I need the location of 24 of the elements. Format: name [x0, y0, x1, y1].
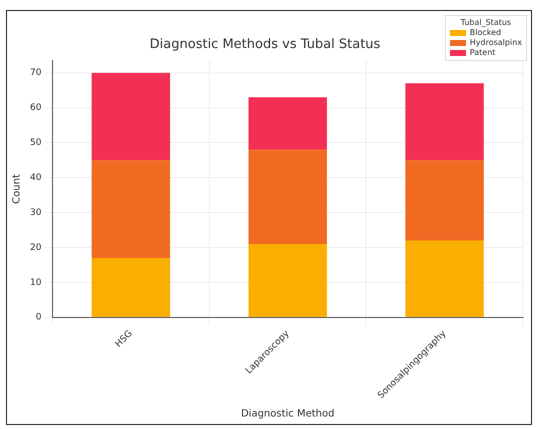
bar — [405, 160, 484, 240]
y-tick-label: 70 — [30, 68, 42, 78]
legend-title: Tubal_Status — [460, 18, 512, 27]
y-tick-label: 40 — [30, 172, 42, 183]
y-tick-label: 30 — [30, 208, 42, 218]
y-tick-label: 0 — [36, 312, 42, 323]
y-tick-label: 50 — [30, 138, 42, 148]
y-tick-label: 20 — [30, 242, 42, 253]
legend-label: Patent — [470, 48, 496, 57]
bar — [248, 150, 327, 244]
y-tick-label: 10 — [30, 278, 42, 288]
bar — [92, 258, 170, 317]
bar — [405, 240, 484, 317]
bar — [405, 83, 484, 160]
bar — [248, 244, 327, 317]
y-axis-title: Count — [12, 174, 23, 204]
legend-label: Blocked — [470, 28, 502, 37]
bar — [248, 97, 327, 150]
chart-title: Diagnostic Methods vs Tubal Status — [150, 37, 381, 52]
y-tick-label: 60 — [30, 103, 42, 114]
legend-label: Hydrosalpinx — [470, 38, 522, 47]
bar — [92, 72, 170, 160]
bar — [92, 160, 170, 258]
x-axis-title: Diagnostic Method — [240, 408, 334, 420]
